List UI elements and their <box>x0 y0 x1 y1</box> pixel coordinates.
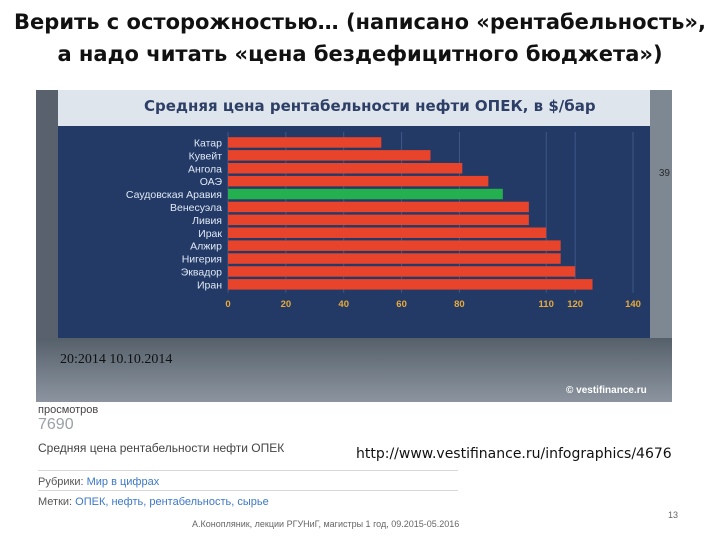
bar <box>228 163 463 174</box>
bar <box>228 175 489 187</box>
x-tick-label: 140 <box>625 299 641 310</box>
divider <box>38 490 458 491</box>
footer-text: А.Конопляник, лекции РГУНиГ, магистры 1 … <box>192 519 460 529</box>
bar <box>228 214 529 226</box>
x-tick-label: 80 <box>454 299 465 310</box>
bar <box>228 266 576 277</box>
category-label: Иран <box>197 279 222 291</box>
source-url: http://www.vestifinance.ru/infographics/… <box>356 446 672 462</box>
page-number: 13 <box>668 510 679 520</box>
source-caption: © vestifinance.ru <box>566 385 647 396</box>
screen-right-edge: 39 <box>650 90 672 402</box>
category-label: Кувейт <box>189 150 223 162</box>
category-label: Эквадор <box>181 266 222 278</box>
category-label: Венесуэла <box>170 202 222 214</box>
views-label: просмотров <box>38 404 99 416</box>
bar <box>228 137 382 148</box>
tv-screenshot: 39 Средняя цена рентабельности нефти ОПЕ… <box>36 90 672 402</box>
date-caption: 20:2014 10.10.2014 <box>60 352 173 367</box>
category-label: Ирак <box>198 228 222 240</box>
category-label: Ангола <box>188 163 222 175</box>
rubric-link[interactable]: Мир в цифрах <box>86 476 160 488</box>
category-label: Ливия <box>192 215 222 227</box>
chart-title: Средняя цена рентабельности нефти ОПЕК, … <box>144 97 596 115</box>
tags-links[interactable]: ОПЕК, нефть, рентабельность, сырье <box>75 496 269 508</box>
bar <box>228 240 561 251</box>
slide-title-line-2: а надо читать «цена бездефицитного бюдже… <box>57 42 663 66</box>
page-heading: Средняя цена рентабельности нефти ОПЕК <box>38 441 285 455</box>
screen-lower-area <box>36 338 672 402</box>
category-label: Саудовская Аравия <box>126 189 222 201</box>
category-label: Нигерия <box>182 254 222 266</box>
x-tick-label: 0 <box>225 299 230 310</box>
bar <box>228 253 561 264</box>
x-tick-label: 60 <box>396 299 407 310</box>
divider <box>38 470 458 471</box>
x-tick-label: 110 <box>539 299 554 310</box>
bar <box>228 227 547 238</box>
x-tick-label: 120 <box>567 299 583 310</box>
screen-side-number: 39 <box>658 168 670 179</box>
chart-header: Средняя цена рентабельности нефти ОПЕК, … <box>58 90 650 126</box>
tags-row: Метки: ОПЕК, нефть, рентабельность, сырь… <box>38 496 269 508</box>
rubric-label: Рубрики: <box>38 476 84 488</box>
bar <box>228 201 529 213</box>
views-count: 7690 <box>38 416 74 433</box>
screen-left-edge <box>36 90 58 402</box>
slide-title: Верить с осторожностью… (написано «рента… <box>0 6 720 70</box>
category-label: Катар <box>194 137 222 149</box>
category-label: ОАЭ <box>200 176 223 188</box>
rubric-row: Рубрики: Мир в цифрах <box>38 476 159 488</box>
bar <box>228 279 593 290</box>
bar <box>228 188 503 200</box>
category-label: Алжир <box>190 241 222 253</box>
tags-label: Метки: <box>38 496 73 508</box>
slide-title-line-1: Верить с осторожностью… (написано «рента… <box>14 10 706 34</box>
bar <box>228 150 431 161</box>
x-tick-label: 40 <box>338 299 349 310</box>
chart-panel: Средняя цена рентабельности нефти ОПЕК, … <box>58 90 650 338</box>
x-tick-label: 20 <box>281 299 292 310</box>
